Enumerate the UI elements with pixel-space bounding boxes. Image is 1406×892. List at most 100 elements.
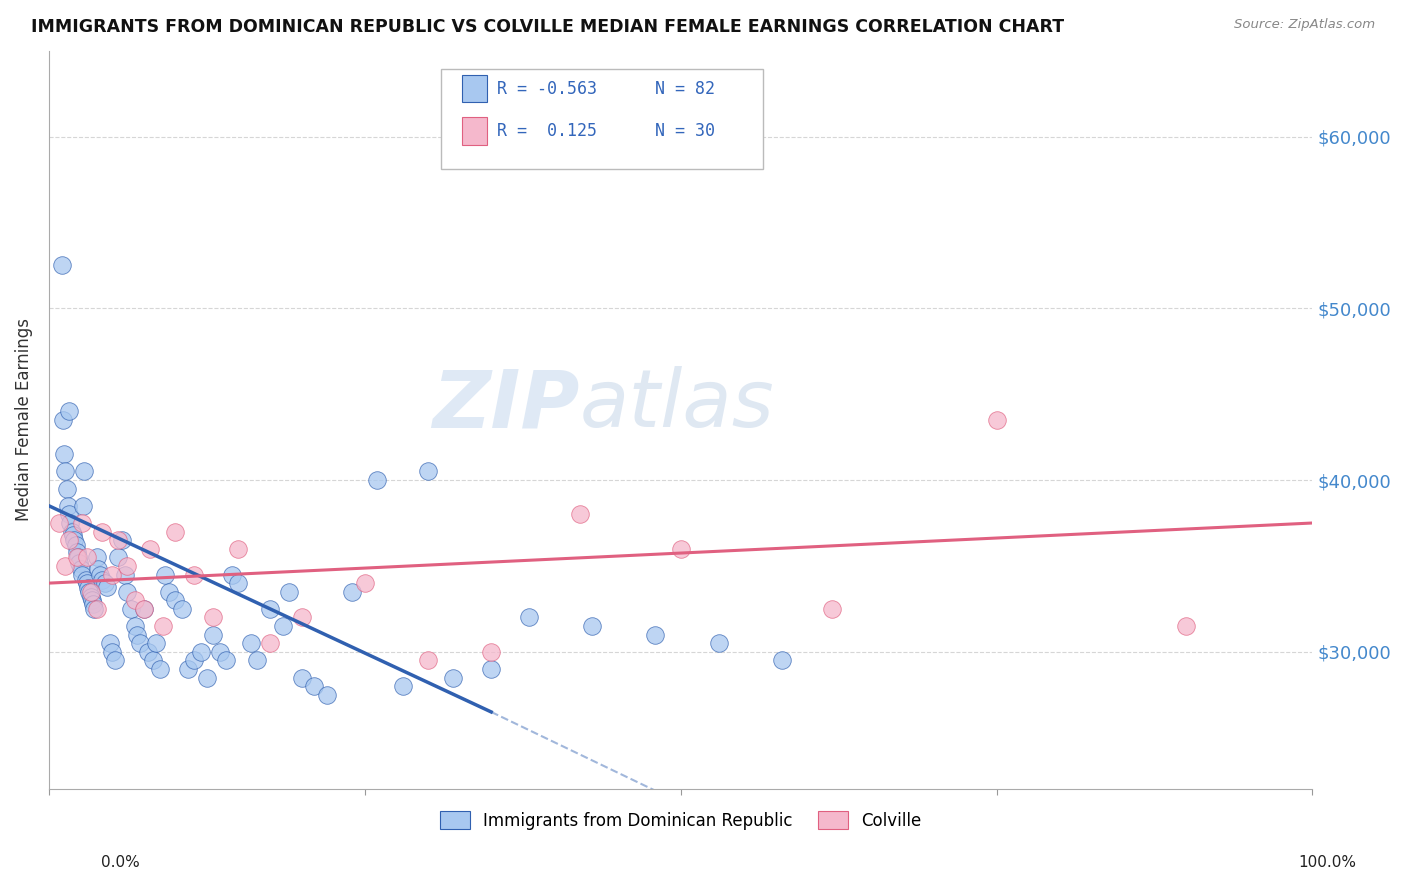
FancyBboxPatch shape [440,70,763,169]
Point [111,533,134,548]
Point [479,645,502,659]
Point [79,590,101,604]
Point [770,653,793,667]
Point [278,584,301,599]
Point [202,627,225,641]
Point [87,562,110,576]
Point [142,653,165,667]
Point [51,259,73,273]
Point [240,636,263,650]
Text: N = 82: N = 82 [655,79,716,97]
Point [66,550,89,565]
Point [83,602,105,616]
Point [707,636,730,650]
FancyBboxPatch shape [463,117,488,145]
Point [366,473,388,487]
Point [304,679,326,693]
Point [69,562,91,576]
Point [127,627,149,641]
Point [132,602,155,616]
Point [62,528,84,542]
Point [75,573,97,587]
Point [190,645,212,659]
Point [821,602,844,616]
Point [441,671,464,685]
Point [202,610,225,624]
Point [107,533,129,548]
Point [91,524,114,539]
Point [155,567,177,582]
Point [67,556,90,570]
Point [117,558,139,573]
Point [66,545,89,559]
Point [120,602,142,616]
Text: R =  0.125: R = 0.125 [498,122,598,140]
Text: N = 30: N = 30 [655,122,716,140]
Point [136,645,159,659]
Point [259,602,281,616]
Point [1175,619,1198,633]
Point [124,619,146,633]
Legend: Immigrants from Dominican Republic, Colville: Immigrants from Dominican Republic, Colv… [433,805,928,837]
Point [56,499,79,513]
Point [60,524,83,539]
Point [76,550,98,565]
Point [165,524,187,539]
Point [149,662,172,676]
Point [82,597,104,611]
Point [65,538,87,552]
Point [79,584,101,599]
Point [568,508,591,522]
Point [271,619,294,633]
Point [228,541,250,556]
Y-axis label: Median Female Earnings: Median Female Earnings [15,318,32,522]
Text: 100.0%: 100.0% [1299,855,1357,870]
Point [208,645,231,659]
Point [644,627,666,641]
Point [129,636,152,650]
Point [66,550,89,565]
Text: ZIP: ZIP [432,367,579,444]
Point [55,482,77,496]
Point [98,636,121,650]
Point [246,653,269,667]
Point [70,516,93,530]
Point [132,602,155,616]
Point [145,636,167,650]
Point [353,576,375,591]
Point [391,679,413,693]
Text: 0.0%: 0.0% [101,855,141,870]
FancyBboxPatch shape [463,75,488,103]
Point [101,645,124,659]
Point [581,619,603,633]
Point [104,653,127,667]
Point [183,653,205,667]
Point [291,671,314,685]
Point [117,584,139,599]
Point [340,584,363,599]
Text: IMMIGRANTS FROM DOMINICAN REPUBLIC VS COLVILLE MEDIAN FEMALE EARNINGS CORRELATIO: IMMIGRANTS FROM DOMINICAN REPUBLIC VS CO… [31,18,1064,36]
Point [79,584,101,599]
Point [228,576,250,591]
Point [80,593,103,607]
Point [58,533,80,548]
Point [165,593,187,607]
Point [177,662,200,676]
Point [73,465,96,479]
Point [77,581,100,595]
Point [89,567,111,582]
Point [259,636,281,650]
Point [63,533,86,548]
Point [86,550,108,565]
Point [93,576,115,591]
Point [59,516,82,530]
Point [215,653,238,667]
Point [195,671,218,685]
Point [139,541,162,556]
Point [86,602,108,616]
Point [316,688,339,702]
Point [669,541,692,556]
Point [114,567,136,582]
Point [70,567,93,582]
Point [986,413,1008,427]
